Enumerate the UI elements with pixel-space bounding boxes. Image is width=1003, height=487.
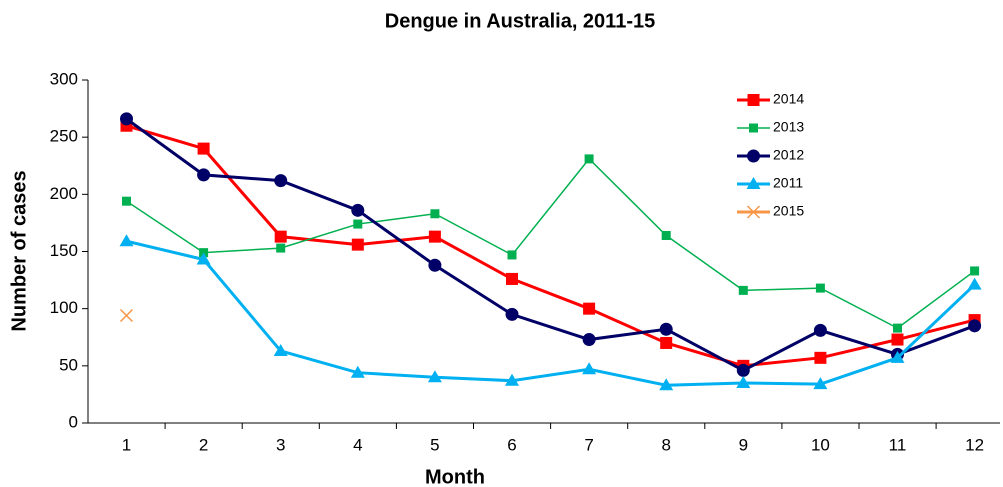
marker xyxy=(197,142,210,155)
marker xyxy=(197,168,211,182)
marker xyxy=(893,323,902,333)
x-tick-label: 3 xyxy=(276,435,285,454)
marker xyxy=(582,362,597,375)
x-tick-label: 10 xyxy=(811,435,830,454)
marker xyxy=(967,277,982,290)
series xyxy=(120,112,982,377)
y-tick-label: 50 xyxy=(59,355,78,374)
chart-title: Dengue in Australia, 2011-15 xyxy=(385,10,655,32)
x-tick-label: 7 xyxy=(584,435,593,454)
marker xyxy=(507,250,517,260)
marker xyxy=(274,230,287,243)
x-tick-label: 8 xyxy=(661,435,670,454)
y-tick-label: 250 xyxy=(50,127,78,146)
marker xyxy=(584,154,594,164)
marker xyxy=(276,243,286,253)
marker xyxy=(120,112,133,126)
legend-marker xyxy=(747,94,760,106)
legend-marker xyxy=(746,177,761,189)
x-tick-label: 6 xyxy=(507,435,516,454)
marker xyxy=(659,322,673,336)
marker xyxy=(736,363,750,377)
marker xyxy=(428,230,441,243)
series xyxy=(122,154,980,333)
y-tick-label: 100 xyxy=(50,298,78,317)
y-axis-title: Number of cases xyxy=(8,170,30,331)
marker xyxy=(351,238,364,251)
marker xyxy=(430,209,440,219)
marker xyxy=(505,307,519,321)
marker xyxy=(350,365,365,378)
marker xyxy=(968,319,982,333)
marker xyxy=(273,343,288,356)
marker xyxy=(970,266,980,276)
series xyxy=(119,308,134,323)
legend-marker xyxy=(746,205,761,219)
marker xyxy=(274,174,288,188)
marker xyxy=(119,308,134,323)
x-tick-label: 5 xyxy=(430,435,439,454)
marker xyxy=(196,252,211,265)
marker xyxy=(814,351,827,364)
legend-label: 2014 xyxy=(773,91,804,107)
marker xyxy=(353,219,363,229)
marker xyxy=(813,323,827,337)
legend-label: 2015 xyxy=(773,203,804,219)
marker xyxy=(427,370,442,383)
marker xyxy=(736,375,751,388)
x-tick-label: 4 xyxy=(353,435,362,454)
x-tick-label: 1 xyxy=(122,435,131,454)
marker xyxy=(891,333,904,346)
marker xyxy=(428,258,442,272)
series xyxy=(119,234,982,391)
marker xyxy=(738,285,748,295)
y-tick-label: 300 xyxy=(50,69,78,88)
marker xyxy=(890,350,905,363)
marker xyxy=(661,230,671,240)
legend-marker xyxy=(747,149,760,163)
marker xyxy=(582,333,596,347)
marker xyxy=(815,283,825,293)
x-axis-title: Month xyxy=(425,466,485,487)
marker xyxy=(660,336,673,349)
legend-label: 2013 xyxy=(773,119,804,135)
series-line xyxy=(125,117,976,373)
marker xyxy=(506,272,518,285)
legend-marker xyxy=(749,123,758,133)
legend-label: 2012 xyxy=(773,147,804,163)
series-line xyxy=(126,124,975,368)
marker xyxy=(583,302,596,315)
marker xyxy=(813,377,828,390)
x-tick-label: 11 xyxy=(889,435,907,454)
x-tick-label: 2 xyxy=(199,435,208,454)
x-tick-label: 12 xyxy=(965,435,984,454)
marker xyxy=(351,203,365,217)
series xyxy=(120,119,981,372)
marker xyxy=(505,373,519,386)
legend-label: 2011 xyxy=(773,175,803,191)
marker xyxy=(659,378,674,391)
y-tick-label: 150 xyxy=(50,241,78,260)
series-line xyxy=(126,239,976,387)
series-line xyxy=(126,157,976,329)
x-tick-label: 9 xyxy=(739,435,748,454)
y-tick-label: 0 xyxy=(69,412,78,431)
marker xyxy=(122,196,131,206)
y-tick-label: 200 xyxy=(50,184,78,203)
marker xyxy=(119,234,134,247)
